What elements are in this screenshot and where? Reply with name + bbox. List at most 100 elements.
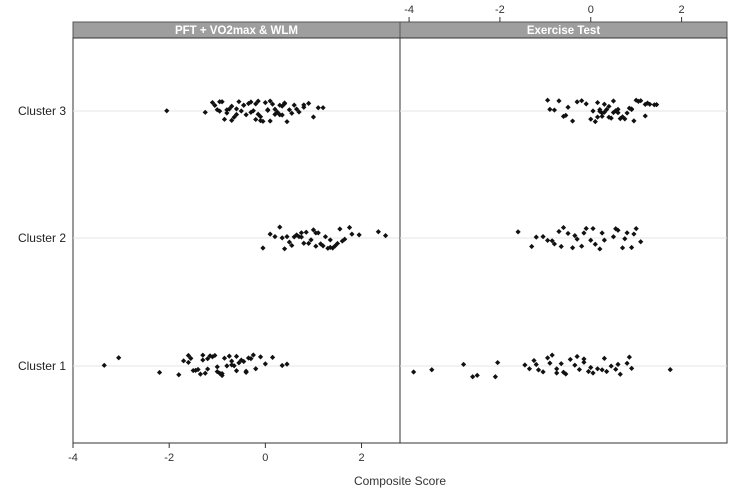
panel-2-point-cluster-2 [638, 239, 644, 245]
panel-1-point-cluster-2 [349, 231, 355, 237]
panel-1-point-cluster-3 [241, 102, 247, 108]
panel-1-point-cluster-2 [267, 231, 273, 237]
panel-1-point-cluster-2 [279, 235, 285, 241]
panel-1-point-cluster-3 [279, 103, 285, 109]
panel-2-point-cluster-1 [590, 370, 596, 376]
panel-2-point-cluster-3 [624, 110, 630, 116]
panel-2-point-cluster-1 [588, 364, 594, 371]
panel-1-point-cluster-3 [320, 105, 326, 111]
panel-2-point-cluster-1 [626, 354, 632, 360]
panel-2-point-cluster-3 [569, 118, 576, 124]
panel-2-point-cluster-2 [572, 233, 578, 239]
panel-1-point-cluster-2 [284, 234, 290, 240]
panel-2-point-cluster-1 [540, 369, 546, 375]
panel-1-point-cluster-3 [279, 112, 285, 118]
panel-1-point-cluster-1 [200, 352, 206, 358]
panel-1-point-cluster-3 [217, 99, 223, 105]
panel-2-point-cluster-2 [633, 226, 639, 232]
panel-1-point-cluster-1 [250, 352, 256, 358]
panel-2-point-cluster-2 [622, 236, 628, 242]
panel-1-point-cluster-1 [200, 357, 206, 363]
panel-1-point-cluster-3 [301, 102, 307, 108]
panel-1-point-cluster-1 [176, 372, 182, 378]
panel-2-point-cluster-1 [563, 371, 569, 377]
panel-2-point-cluster-1 [558, 361, 564, 367]
panel-1-point-cluster-1 [233, 353, 240, 360]
panel-1-point-cluster-3 [277, 102, 283, 108]
panel-1-strip-title: PFT + VO2max & WLM [175, 25, 298, 37]
panel-2-point-cluster-2 [533, 234, 539, 240]
panel-2-point-cluster-3 [608, 115, 614, 121]
panel-1-point-cluster-1 [214, 369, 220, 375]
panel-1-point-cluster-2 [298, 234, 305, 240]
panel-2-point-cluster-1 [581, 356, 587, 362]
panel-1-point-cluster-3 [224, 107, 230, 113]
panel-1-point-cluster-1 [243, 368, 249, 374]
panel-2-point-cluster-3 [615, 106, 621, 112]
panel-2-point-cluster-2 [569, 245, 576, 251]
panel-1-point-cluster-2 [272, 234, 278, 240]
panel-2-point-cluster-1 [531, 357, 537, 364]
panel-2-point-cluster-2 [597, 246, 603, 252]
panel-2-point-cluster-3 [642, 101, 648, 108]
panel-2-point-cluster-1 [429, 367, 435, 373]
panel-2-point-cluster-2 [613, 226, 619, 232]
panel-2-point-cluster-3 [606, 103, 612, 110]
panel-2-point-cluster-2 [583, 225, 589, 232]
panel-2-point-cluster-2 [551, 241, 558, 247]
panel-1-point-cluster-2 [298, 230, 305, 236]
row-label-cluster-1: Cluster 1 [18, 359, 66, 373]
panel-2-point-cluster-2 [601, 237, 607, 243]
panel-1-point-cluster-3 [284, 119, 290, 125]
panel-2-point-cluster-2 [574, 236, 580, 242]
panel-1-point-cluster-2 [356, 232, 362, 238]
panel-2-point-cluster-3 [597, 107, 603, 113]
panel-1-point-cluster-3 [272, 106, 278, 112]
panel-1-point-cluster-3 [224, 110, 230, 116]
panel-1-frame [72, 37, 401, 444]
panel-1-point-cluster-2 [375, 229, 381, 235]
panel-1-point-cluster-3 [257, 114, 264, 120]
panel-1-point-cluster-3 [233, 111, 240, 118]
panel-1-point-cluster-3 [272, 111, 278, 117]
panel-1-point-cluster-2 [301, 240, 307, 246]
panel-2-point-cluster-1 [599, 367, 605, 373]
panel-1-point-cluster-3 [238, 108, 244, 114]
panel-2-point-cluster-3 [647, 101, 653, 107]
panel-2-point-cluster-3 [565, 104, 571, 110]
panel-2-point-cluster-2 [558, 243, 564, 250]
panel-2-point-cluster-2 [545, 237, 551, 244]
panel-1-point-cluster-2 [294, 232, 300, 238]
panel-1-point-cluster-3 [267, 98, 273, 104]
panel-1-point-cluster-1 [241, 358, 247, 365]
panel-1-point-cluster-2 [342, 236, 348, 242]
panel-1-point-cluster-1 [224, 363, 230, 369]
panel-1-point-cluster-2 [303, 229, 309, 235]
panel-2-point-cluster-3 [588, 116, 594, 122]
panel-1-point-cluster-1 [238, 357, 244, 363]
panel-2-x-tick-label: 2 [679, 4, 685, 16]
panel-2-point-cluster-1 [526, 366, 533, 372]
panel-2-point-cluster-1 [545, 355, 551, 361]
panel-2-point-cluster-3 [590, 108, 596, 114]
panel-2-point-cluster-3 [606, 114, 612, 120]
panel-2-point-cluster-1 [470, 374, 476, 380]
row-label-cluster-3: Cluster 3 [18, 104, 66, 118]
panel-2-point-cluster-3 [601, 101, 607, 107]
panel-2-point-cluster-2 [631, 231, 637, 237]
panel-1-point-cluster-1 [101, 362, 107, 368]
panel-1-point-cluster-2 [306, 240, 312, 246]
panel-2-point-cluster-3 [599, 110, 605, 116]
panel-1-point-cluster-1 [229, 362, 235, 368]
panel-2-point-cluster-1 [574, 353, 580, 360]
panel-1-point-cluster-2 [277, 224, 283, 230]
panel-1-point-cluster-3 [248, 99, 254, 105]
panel-1-point-cluster-2 [330, 245, 336, 251]
x-axis-label: Composite Score [354, 474, 446, 488]
panel-1-point-cluster-1 [248, 356, 254, 362]
panel-1-point-cluster-1 [284, 361, 290, 367]
panel-2-point-cluster-1 [581, 359, 587, 365]
panel-1-point-cluster-3 [296, 109, 302, 115]
panel-2-point-cluster-1 [411, 369, 417, 375]
